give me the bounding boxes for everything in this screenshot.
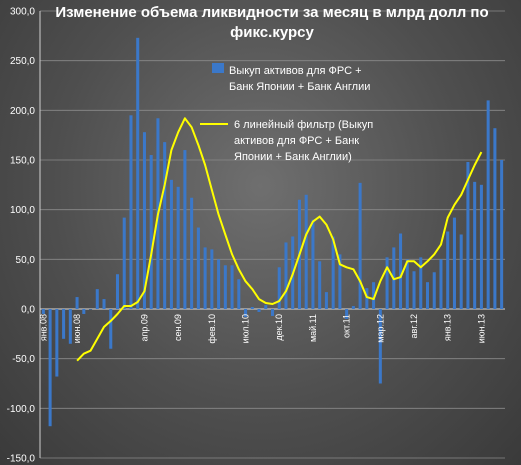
bar xyxy=(75,297,79,309)
bar xyxy=(358,182,362,309)
bar xyxy=(459,234,463,309)
bar xyxy=(190,197,194,309)
bar xyxy=(311,219,315,309)
moving-average-line xyxy=(76,117,483,362)
bar xyxy=(82,309,86,314)
x-tick-label: фев.10 xyxy=(207,314,217,344)
x-tick-label: июн.13 xyxy=(476,314,486,343)
legend-label-bars: Выкуп активов для ФРС + xyxy=(229,65,362,77)
legend-label-bars: Банк Японии + Банк Англии xyxy=(229,81,370,93)
bar xyxy=(372,282,376,309)
bar xyxy=(412,271,416,309)
bar xyxy=(270,309,275,316)
bar xyxy=(432,272,436,309)
bar xyxy=(439,259,443,309)
bar xyxy=(41,309,45,314)
bar xyxy=(419,257,423,309)
bar xyxy=(196,227,200,309)
bar xyxy=(473,181,477,309)
bar xyxy=(331,236,335,309)
bar xyxy=(345,309,349,319)
chart-title: Изменение объема ликвидности за месяц в … xyxy=(55,4,488,21)
bar xyxy=(176,186,180,309)
bar xyxy=(129,115,133,309)
bar xyxy=(500,160,504,309)
bar xyxy=(385,257,389,309)
bar xyxy=(122,217,126,309)
bar xyxy=(149,155,153,309)
bar xyxy=(250,307,254,309)
y-tick-label: 150,0 xyxy=(10,156,35,167)
bar xyxy=(115,274,120,309)
x-tick-label: янв.13 xyxy=(443,314,453,341)
x-tick-label: янв.08 xyxy=(38,314,48,341)
y-tick-label: 0,0 xyxy=(21,305,35,316)
bar xyxy=(257,309,261,312)
y-tick-label: -100,0 xyxy=(7,404,36,415)
y-tick-label: -150,0 xyxy=(7,454,36,465)
x-tick-label: авг.12 xyxy=(409,314,419,338)
bar xyxy=(318,261,322,309)
bar xyxy=(55,309,59,377)
x-tick-label: окт.11 xyxy=(342,314,352,338)
bar xyxy=(425,282,430,309)
y-tick-label: -50,0 xyxy=(12,354,35,365)
bar xyxy=(217,259,221,309)
bar xyxy=(183,150,187,309)
bar xyxy=(324,292,328,309)
bar xyxy=(479,184,483,309)
legend-label-line: Японии + Банк Англии) xyxy=(234,151,352,163)
legend-label-line: 6 линейный фильтр (Выкуп xyxy=(234,119,373,131)
y-tick-label: 250,0 xyxy=(10,56,35,67)
bar xyxy=(109,309,113,349)
bar xyxy=(237,279,241,309)
y-tick-label: 200,0 xyxy=(10,106,35,117)
bar xyxy=(405,259,409,309)
bar xyxy=(351,306,355,309)
x-tick-label: май.11 xyxy=(308,314,318,342)
x-tick-label: июн.08 xyxy=(72,314,82,343)
bar xyxy=(378,309,382,384)
chart-title: фикс.курсу xyxy=(230,24,314,41)
bar xyxy=(466,161,470,309)
x-tick-label: мар.12 xyxy=(375,314,385,343)
bar xyxy=(230,265,234,309)
y-tick-label: 300,0 xyxy=(10,7,35,18)
bar xyxy=(223,265,227,309)
bar xyxy=(446,231,450,309)
bar xyxy=(304,194,308,309)
bar xyxy=(452,217,456,309)
x-tick-label: сен.09 xyxy=(173,314,183,341)
bar xyxy=(486,100,490,310)
bar xyxy=(169,179,173,309)
x-tick-label: дек.10 xyxy=(274,314,284,341)
bar xyxy=(399,233,403,309)
x-tick-label: июл.10 xyxy=(241,314,251,343)
bar xyxy=(68,309,72,344)
bar xyxy=(142,132,146,309)
bar xyxy=(89,309,93,310)
x-tick-label: апр.09 xyxy=(140,314,150,341)
bar xyxy=(136,37,140,309)
bar xyxy=(102,299,106,309)
bar xyxy=(365,288,369,309)
bar xyxy=(210,249,214,309)
bar xyxy=(338,254,342,309)
y-tick-label: 100,0 xyxy=(10,205,35,216)
bar xyxy=(277,267,281,309)
bar xyxy=(264,305,268,309)
bar xyxy=(244,309,248,317)
bar xyxy=(284,242,288,309)
legend-swatch-bars xyxy=(212,63,224,73)
legend-label-line: активов для ФРС + Банк xyxy=(234,135,359,147)
y-tick-label: 50,0 xyxy=(16,255,36,266)
bar xyxy=(163,142,167,309)
bar xyxy=(62,309,66,339)
bar xyxy=(48,309,52,427)
bar xyxy=(493,128,497,309)
bar xyxy=(95,289,99,309)
bar xyxy=(203,247,207,309)
